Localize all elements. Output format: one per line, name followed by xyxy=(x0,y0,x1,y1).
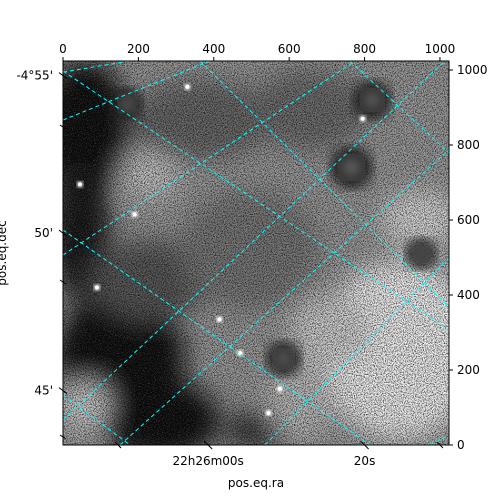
dec-axis: -4°55' 50' 45' xyxy=(16,69,68,440)
star-5 xyxy=(360,116,365,121)
ring-core-2 xyxy=(361,89,383,111)
right-tick-label-400: 400 xyxy=(457,288,480,302)
dec-tick-label-2: 45' xyxy=(34,384,53,398)
dec-tick-label-1: 50' xyxy=(34,226,53,240)
top-pixel-axis: 0 200 400 600 800 1000 xyxy=(59,42,455,61)
star-12 xyxy=(238,351,243,356)
right-tick-label-1000: 1000 xyxy=(457,63,488,77)
grid-line-0 xyxy=(63,61,131,73)
grid-line-2 xyxy=(63,61,356,256)
grid-line-7 xyxy=(63,70,449,331)
dec-tick-0 xyxy=(58,72,68,80)
dec-minor-tick-0 xyxy=(59,124,67,130)
right-tick-label-0: 0 xyxy=(457,438,465,452)
right-tick-label-600: 600 xyxy=(457,213,480,227)
ra-minor-tick-0 xyxy=(114,441,122,449)
star-8 xyxy=(217,317,222,322)
ring-core-4 xyxy=(274,349,293,369)
grid-line-8 xyxy=(199,61,449,308)
ra-minor-tick-1 xyxy=(436,441,444,449)
ra-tick-1 xyxy=(360,440,369,450)
x-axis-label: pos.eq.ra xyxy=(228,476,284,490)
dec-tick-2 xyxy=(58,387,68,395)
right-tick-label-200: 200 xyxy=(457,363,480,377)
ring-core-3 xyxy=(118,95,136,113)
star-13 xyxy=(94,285,99,290)
top-tick-label-400: 400 xyxy=(202,42,225,56)
right-pixel-axis: 0 200 400 600 800 1000 xyxy=(449,63,488,452)
dec-tick-1 xyxy=(58,229,68,237)
plot-frame xyxy=(62,60,450,446)
y-axis-label: pos.eq.dec xyxy=(0,220,9,285)
star-11 xyxy=(266,411,271,416)
dec-minor-tick-1 xyxy=(59,279,67,285)
ra-tick-label-0: 22h26m00s xyxy=(172,454,243,468)
top-tick-label-0: 0 xyxy=(59,42,67,56)
coordinate-grid xyxy=(63,61,449,445)
dec-tick-label-0: -4°55' xyxy=(16,69,53,83)
dec-minor-tick-2 xyxy=(59,434,67,440)
ring-core-0 xyxy=(412,245,430,263)
ra-tick-label-1: 20s xyxy=(354,454,376,468)
grid-line-4 xyxy=(119,149,449,445)
grid-line-5 xyxy=(264,257,449,445)
right-tick-label-800: 800 xyxy=(457,138,480,152)
grid-line-3 xyxy=(63,61,446,421)
grid-line-9 xyxy=(349,61,449,154)
top-tick-label-200: 200 xyxy=(127,42,150,56)
star-6 xyxy=(77,182,82,187)
top-tick-label-600: 600 xyxy=(278,42,301,56)
star-10 xyxy=(277,386,282,391)
grid-line-6 xyxy=(429,434,449,445)
top-tick-label-800: 800 xyxy=(353,42,376,56)
ra-axis: 22h26m00s 20s xyxy=(114,440,444,468)
grid-line-1 xyxy=(63,61,211,121)
ring-core-1 xyxy=(339,156,363,179)
ra-tick-0 xyxy=(203,440,213,450)
star-7 xyxy=(132,212,137,217)
star-9 xyxy=(185,84,190,89)
top-tick-label-1000: 1000 xyxy=(425,42,456,56)
